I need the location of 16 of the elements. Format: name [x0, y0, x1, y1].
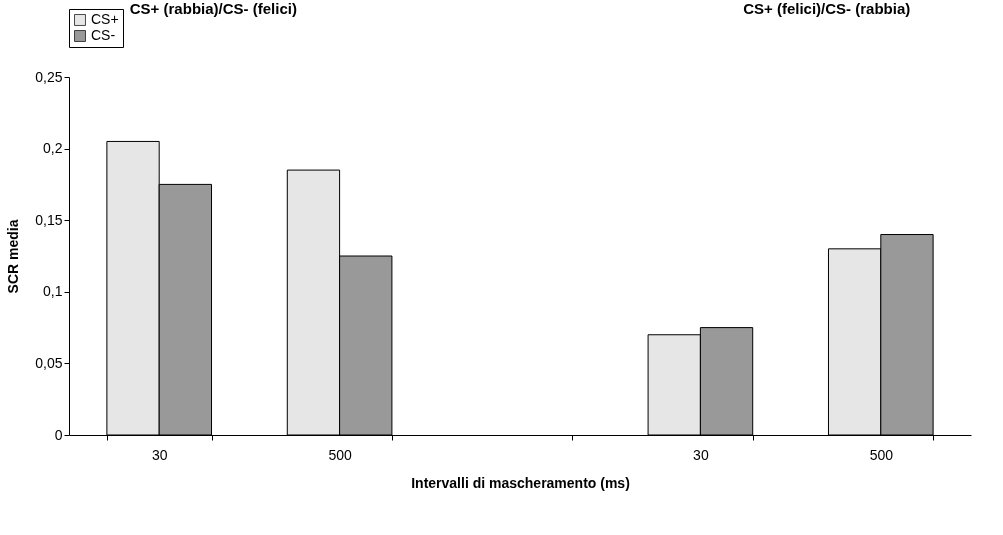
y-tick-label: 0,05	[35, 354, 63, 371]
y-tick-label: 0,15	[35, 211, 63, 228]
x-axis-title: Intervalli di mascheramento (ms)	[411, 474, 630, 491]
x-tick-label: 30	[151, 446, 168, 463]
x-tick-label: 500	[328, 446, 352, 463]
y-tick-label: 0,1	[43, 283, 63, 300]
legend-label: CS+	[91, 11, 119, 27]
y-tick-label: 0	[54, 426, 63, 443]
text: CS+ (felici)/CS- (rabbia)	[743, 0, 911, 17]
y-tick-label: 0,25	[35, 68, 63, 85]
y-axis-title: SCR media	[5, 219, 22, 294]
x-tick-label: 500	[869, 446, 894, 463]
x-tick-label: 30	[693, 446, 709, 463]
y-tick-label: 0,2	[43, 140, 63, 157]
text: CS+ (rabbia)/CS- (felici)	[129, 0, 297, 17]
legend-label: CS-	[91, 27, 116, 43]
